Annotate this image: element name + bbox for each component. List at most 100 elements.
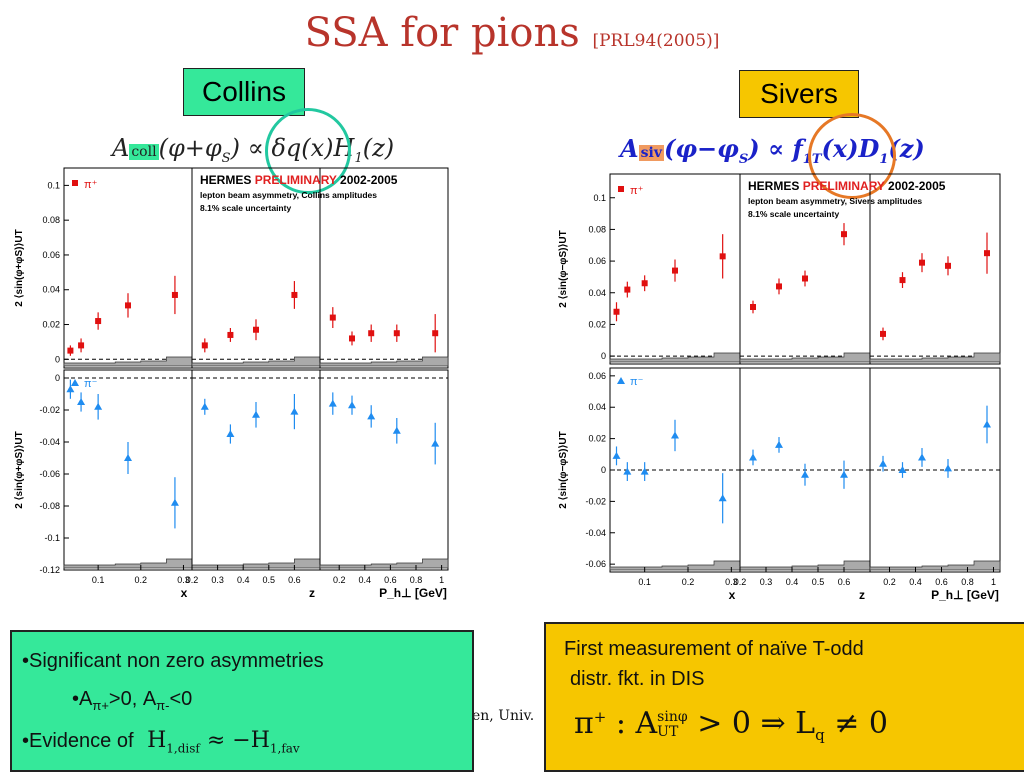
plot-subtitle: lepton beam asymmetry, Collins amplitude… [200, 190, 377, 200]
x-tick-label: 0.2 [883, 577, 896, 587]
y-tick-label: 0.04 [588, 402, 606, 412]
data-point-pi-minus [200, 402, 209, 410]
data-point-pi-minus [898, 466, 907, 473]
y-tick-label: -0.04 [585, 528, 606, 538]
sivers-formula-tail: ) ∝ f [748, 134, 803, 163]
title-reference: [PRL94(2005)] [592, 31, 720, 51]
data-point-pi-minus [918, 453, 926, 461]
x-tick-label: 0.5 [812, 577, 825, 587]
x-tick-label: 0.6 [935, 577, 948, 587]
y-tick-label: -0.02 [39, 405, 60, 415]
panel-frame [191, 369, 321, 571]
bullet3-formula: H1,disf ≈ −H1,fav [147, 728, 300, 756]
data-point-pi-minus [392, 426, 401, 434]
sivers-highlight-circle [808, 113, 896, 199]
bullet-significant: •Significant non zero asymmetries [22, 650, 324, 672]
panel-frame [63, 167, 193, 369]
formula-pi: π [574, 706, 594, 741]
data-point-pi-minus [749, 453, 757, 461]
y-tick-label: 0.02 [588, 319, 606, 329]
data-point-pi-plus [841, 231, 847, 238]
sivers-label: Sivers [760, 78, 838, 109]
slide-title: SSA for pions [PRL94(2005)] [0, 10, 1024, 56]
y-tick-label: -0.06 [585, 559, 606, 569]
collins-label-box: Collins [183, 68, 305, 116]
formula-implies: > 0 ⇒ L [697, 706, 816, 741]
y-tick-label: 0.02 [588, 434, 606, 444]
data-point-pi-minus [290, 407, 299, 415]
data-point-pi-minus [671, 431, 679, 439]
data-point-pi-plus [919, 259, 925, 266]
collins-highlight-circle [265, 108, 351, 194]
y-tick-label: 0 [601, 465, 606, 475]
data-point-pi-minus [801, 470, 809, 478]
legend-pi-plus: π⁺ [630, 185, 644, 197]
data-point-pi-minus [66, 385, 75, 393]
sivers-formula-sub: siv [638, 145, 664, 161]
bullet2-sub2: π- [156, 698, 170, 713]
x-tick-label: 0.3 [177, 575, 190, 585]
bullet3-sub1: 1,disf [166, 741, 200, 756]
y-axis-label-top: 2 ⟨sin(φ−φS)⟩UT [558, 230, 569, 307]
data-point-pi-plus [624, 286, 631, 293]
y-tick-label: 0.06 [588, 371, 606, 381]
sivers-formula-rest: (φ−φ [663, 134, 739, 163]
y-tick-label: 0.06 [42, 250, 60, 260]
legend-pi-plus: π⁺ [84, 179, 98, 191]
x-tick-label: 0.2 [186, 575, 199, 585]
measurement-line-1: First measurement of naïve T-odd [564, 638, 864, 660]
x-tick-label: 0.4 [359, 575, 372, 585]
data-point-pi-plus [880, 330, 886, 337]
header-preliminary: PRELIMINARY [803, 179, 888, 193]
formula-q: q [815, 726, 825, 744]
panel-frame [319, 167, 449, 369]
bullet2-sub1: π+ [92, 698, 109, 713]
data-point-pi-plus [67, 347, 74, 354]
data-point-pi-minus [775, 440, 783, 448]
data-point-pi-plus [291, 291, 298, 298]
header-experiment: HERMES [748, 179, 803, 193]
x-axis-label: P_h⊥ [GeV] [379, 586, 447, 600]
legend-pi-plus-marker [618, 186, 624, 192]
data-point-pi-plus [78, 342, 85, 349]
collins-formula-sub: coll [129, 144, 159, 160]
bullet3-sub2: 1,fav [269, 741, 300, 756]
y-tick-label: -0.12 [39, 565, 60, 575]
x-axis-label: z [309, 586, 315, 600]
data-point-pi-minus [94, 402, 103, 410]
systematic-band [739, 352, 871, 363]
data-point-pi-plus [393, 330, 400, 337]
data-point-pi-plus [253, 326, 259, 333]
data-point-pi-minus [623, 467, 632, 475]
x-tick-label: 0.2 [135, 575, 148, 585]
x-tick-label: 0.4 [909, 577, 922, 587]
legend-pi-plus-marker [72, 180, 78, 186]
data-point-pi-plus [368, 330, 375, 337]
data-point-pi-plus [329, 314, 336, 321]
data-point-pi-plus [201, 342, 208, 349]
legend-pi-minus: π⁻ [630, 376, 644, 388]
measurement-line-2: distr. fkt. in DIS [570, 668, 705, 690]
x-tick-label: 0.3 [725, 577, 738, 587]
data-point-pi-minus [612, 451, 621, 459]
bullet2-end: <0 [169, 688, 193, 710]
data-point-pi-minus [640, 467, 649, 475]
plot-scale-note: 8.1% scale uncertainty [200, 203, 291, 213]
collins-formula-end: (z) [362, 134, 395, 162]
data-point-pi-plus [227, 331, 234, 338]
y-tick-label: 0.1 [47, 180, 60, 190]
systematic-band [609, 560, 741, 571]
bullet3-h1: H [147, 728, 167, 753]
x-tick-label: 0.4 [237, 575, 250, 585]
bullet2-prefix: •A [72, 688, 93, 710]
y-tick-label: -0.08 [39, 501, 60, 511]
formula-neq: ≠ 0 [834, 706, 888, 741]
header-years: 2002-2005 [340, 173, 398, 187]
data-point-pi-plus [613, 308, 620, 315]
x-axis-label: x [181, 586, 188, 600]
data-point-pi-minus [944, 464, 952, 472]
data-point-pi-minus [226, 430, 235, 437]
data-point-pi-minus [431, 439, 440, 447]
legend-pi-minus: π⁻ [84, 378, 98, 390]
plot-scale-note: 8.1% scale uncertainty [748, 209, 839, 219]
